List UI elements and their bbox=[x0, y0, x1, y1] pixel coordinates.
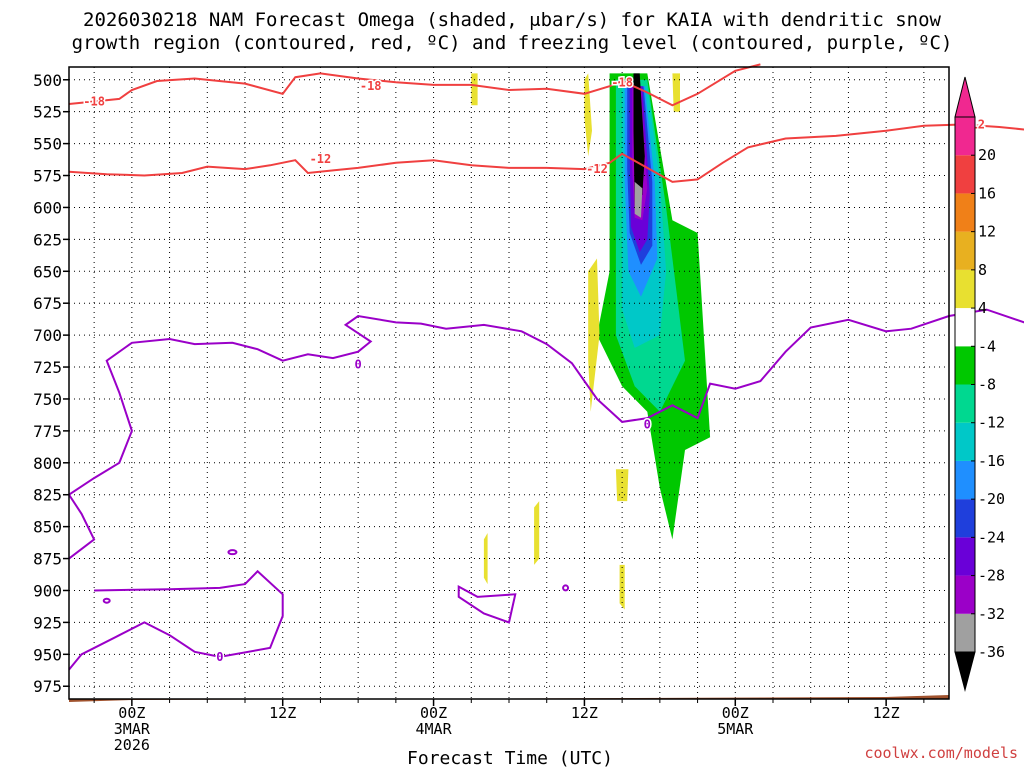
colorbar-label--36: -36 bbox=[978, 643, 1005, 661]
contour-label-3-0: 0 bbox=[355, 357, 362, 371]
chart-title-line2: growth region (contoured, red, ºC) and f… bbox=[72, 32, 953, 54]
colorbar-label-12: 12 bbox=[978, 223, 996, 241]
colorbar-label--16: -16 bbox=[978, 452, 1005, 470]
contour-blob-2 bbox=[562, 584, 570, 592]
omega-shade-10 bbox=[672, 73, 680, 112]
omega-shade-11 bbox=[471, 73, 478, 106]
colorbar-seg-12 bbox=[955, 193, 975, 232]
omega-shade-12 bbox=[588, 258, 600, 412]
colorbar-seg-3 bbox=[955, 537, 975, 576]
x-tick-label-0-0: 00Z bbox=[118, 704, 145, 722]
colorbar-label-16: 16 bbox=[978, 184, 996, 202]
colorbar-label--28: -28 bbox=[978, 567, 1005, 585]
y-tick-label-675: 675 bbox=[33, 294, 62, 313]
omega-shade-9 bbox=[584, 73, 592, 157]
omega-shade-14 bbox=[534, 501, 540, 565]
y-tick-label-850: 850 bbox=[33, 518, 62, 537]
colorbar-seg-11 bbox=[955, 231, 975, 270]
y-tick-label-525: 525 bbox=[33, 103, 62, 122]
x-tick-label-24-0: 00Z bbox=[420, 704, 447, 722]
colorbar-label--12: -12 bbox=[978, 414, 1005, 432]
colorbar-seg-4 bbox=[955, 499, 975, 538]
colorbar-label-20: 20 bbox=[978, 146, 996, 164]
y-tick-label-600: 600 bbox=[33, 198, 62, 217]
y-tick-label-550: 550 bbox=[33, 135, 62, 154]
x-axis-label: Forecast Time (UTC) bbox=[407, 748, 613, 768]
colorbar-label--24: -24 bbox=[978, 528, 1005, 546]
x-tick-label-36-0: 12Z bbox=[571, 704, 598, 722]
contour-label-4-0: 0 bbox=[216, 650, 223, 664]
omega-shade-13 bbox=[615, 469, 629, 502]
y-tick-label-800: 800 bbox=[33, 454, 62, 473]
y-tick-label-950: 950 bbox=[33, 645, 62, 664]
y-tick-label-750: 750 bbox=[33, 390, 62, 409]
colorbar-top-triangle bbox=[954, 76, 976, 118]
contour-line-0 bbox=[68, 63, 761, 107]
colorbar: -36 -32 -28 -24 -20 -16 -12 -8 -4 4 8 12 16 20 bbox=[954, 76, 1005, 692]
plot-area: -18 -18 -18 -12 -12 -12 0 0 0 bbox=[67, 63, 1024, 702]
colorbar-seg-14 bbox=[955, 117, 975, 156]
colorbar-seg-7 bbox=[955, 384, 975, 423]
y-tick-label-625: 625 bbox=[33, 230, 62, 249]
colorbar-seg-13 bbox=[955, 155, 975, 194]
contour-line-2 bbox=[68, 123, 1024, 183]
colorbar-label-4: 4 bbox=[978, 299, 987, 317]
y-tick-label-700: 700 bbox=[33, 326, 62, 345]
y-tick-label-575: 575 bbox=[33, 167, 62, 186]
x-tick-label-48-0: 00Z bbox=[722, 704, 749, 722]
colorbar-label--20: -20 bbox=[978, 490, 1005, 508]
colorbar-seg-5 bbox=[955, 460, 975, 500]
watermark: coolwx.com/models bbox=[864, 744, 1018, 762]
contour-line-4 bbox=[68, 569, 284, 671]
y-tick-label-650: 650 bbox=[33, 262, 62, 281]
y-tick-label-775: 775 bbox=[33, 422, 62, 441]
x-tick-label-12-0: 12Z bbox=[269, 704, 296, 722]
contour-label-0-1: -18 bbox=[360, 79, 382, 93]
contour-label-3-1: 0 bbox=[644, 417, 651, 431]
colorbar-seg-8 bbox=[955, 346, 975, 385]
x-tick-label-48-1: 5MAR bbox=[717, 720, 754, 738]
contour-label-2-1: -12 bbox=[586, 162, 608, 176]
y-tick-label-825: 825 bbox=[33, 486, 62, 505]
contour-blob-1 bbox=[102, 597, 111, 604]
colorbar-seg-10 bbox=[955, 269, 975, 309]
colorbar-seg-2 bbox=[955, 575, 975, 614]
contour-blob-3 bbox=[457, 584, 517, 624]
omega-shade-15 bbox=[483, 533, 488, 585]
y-axis: 500 525 550 575 600 625 650 675 700 725 750 775 800 8… bbox=[33, 71, 69, 696]
colorbar-label-8: 8 bbox=[978, 261, 987, 279]
y-tick-label-875: 875 bbox=[33, 550, 62, 569]
y-tick-label-725: 725 bbox=[33, 358, 62, 377]
colorbar-seg-0 bbox=[954, 651, 976, 692]
y-tick-label-925: 925 bbox=[33, 613, 62, 632]
y-tick-label-975: 975 bbox=[33, 677, 62, 696]
x-tick-label-24-1: 4MAR bbox=[416, 720, 453, 738]
contour-label-2-0: -12 bbox=[310, 152, 332, 166]
y-tick-label-900: 900 bbox=[33, 581, 62, 600]
omega-shade-7 bbox=[633, 73, 645, 208]
colorbar-label--4: -4 bbox=[978, 337, 996, 355]
colorbar-seg-9 bbox=[955, 308, 975, 347]
y-tick-label-500: 500 bbox=[33, 71, 62, 90]
x-tick-label-0-2: 2026 bbox=[114, 736, 150, 754]
colorbar-seg-6 bbox=[955, 422, 975, 461]
omega-shade-8 bbox=[634, 181, 643, 218]
contour-label-0-0: -18 bbox=[83, 94, 105, 108]
colorbar-label--32: -32 bbox=[978, 605, 1005, 623]
colorbar-label--8: -8 bbox=[978, 376, 996, 394]
contour-label-0-2: -18 bbox=[611, 75, 633, 89]
x-tick-label-60-0: 12Z bbox=[873, 704, 900, 722]
colorbar-seg-1 bbox=[955, 613, 975, 652]
chart-title-line1: 2026030218 NAM Forecast Omega (shaded, μ… bbox=[83, 9, 941, 31]
contour-line-3 bbox=[67, 308, 1024, 560]
x-tick-label-0-1: 3MAR bbox=[114, 720, 151, 738]
contour-blob-0 bbox=[227, 549, 238, 556]
